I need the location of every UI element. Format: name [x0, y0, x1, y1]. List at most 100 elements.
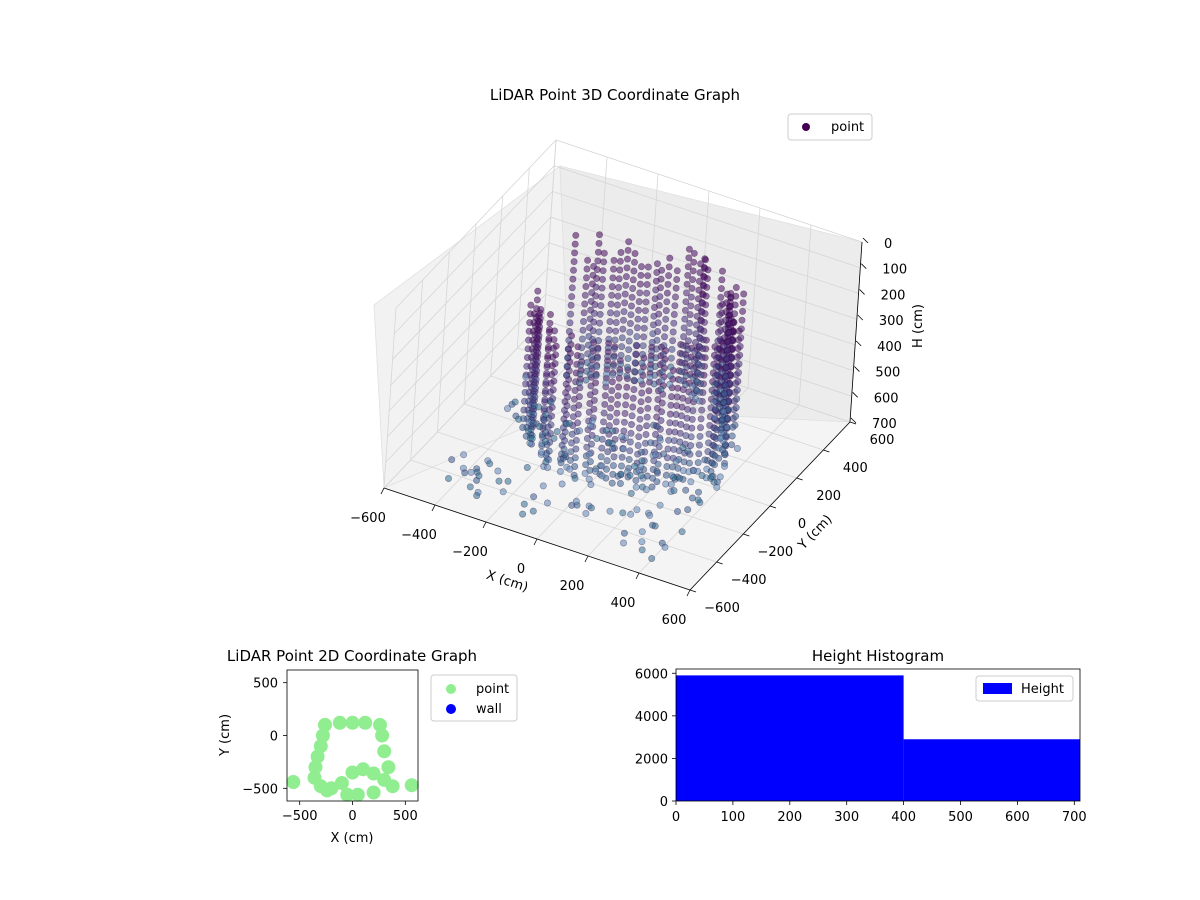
point-3d — [597, 302, 605, 310]
point-3d — [662, 315, 670, 323]
point-3d — [461, 469, 469, 477]
point-3d — [677, 368, 685, 376]
point-2d — [366, 785, 381, 800]
point-3d — [657, 416, 665, 424]
point-3d — [588, 431, 596, 439]
point-2d — [350, 787, 365, 802]
histogram-bars — [676, 675, 1080, 801]
point-3d — [630, 267, 638, 275]
point-3d — [714, 328, 722, 336]
point-3d — [522, 380, 530, 388]
y-tick-3d — [716, 561, 723, 565]
point-3d — [602, 465, 610, 473]
point-3d — [587, 440, 595, 448]
point-3d — [700, 282, 708, 290]
point-2d — [366, 766, 381, 781]
point-3d — [689, 407, 697, 415]
point-3d — [698, 308, 706, 316]
point-3d — [674, 464, 682, 472]
point-3d — [600, 258, 608, 266]
x-tick-label-histogram: 0 — [672, 810, 680, 825]
point-3d — [671, 293, 679, 301]
point-3d — [616, 479, 624, 487]
point-3d — [715, 454, 723, 462]
point-3d — [525, 336, 533, 344]
point-3d — [611, 336, 619, 344]
point-2d — [286, 775, 301, 789]
point-3d — [716, 404, 724, 412]
point-3d — [635, 306, 643, 314]
point-3d — [646, 365, 654, 373]
point-3d — [713, 346, 721, 354]
point-3d — [630, 258, 638, 266]
point-3d — [638, 528, 646, 536]
x-tick-3d — [635, 572, 640, 580]
point-3d — [737, 334, 745, 342]
point-3d — [670, 319, 678, 327]
point-3d — [666, 254, 674, 262]
point-3d — [641, 315, 649, 323]
point-3d — [604, 352, 612, 360]
point-3d — [696, 269, 704, 277]
point-3d — [717, 386, 725, 394]
point-3d — [587, 353, 595, 361]
y-tick-label-3d: 600 — [870, 433, 895, 448]
point-3d — [720, 342, 728, 350]
point-3d — [629, 394, 637, 402]
point-3d — [630, 386, 638, 394]
point-3d — [618, 334, 626, 342]
point-3d — [582, 282, 590, 290]
point-3d — [593, 434, 601, 442]
point-3d — [533, 296, 541, 304]
point-3d — [653, 260, 661, 268]
point-3d — [682, 289, 690, 297]
point-3d — [604, 344, 612, 352]
point-3d — [627, 420, 635, 428]
point-3d — [541, 437, 549, 445]
point-3d — [523, 353, 531, 361]
point-3d — [690, 258, 698, 266]
point-3d — [622, 401, 630, 409]
z-tick-3d — [861, 263, 867, 269]
point-3d — [619, 316, 627, 324]
point-3d — [586, 391, 594, 399]
point-3d — [731, 421, 739, 429]
point-3d — [716, 311, 724, 319]
point-3d — [535, 403, 543, 411]
point-3d — [633, 324, 641, 332]
x-tick-label-3d: −600 — [350, 511, 386, 526]
point-3d — [564, 354, 572, 362]
point-3d — [577, 361, 585, 369]
point-2d — [375, 728, 390, 743]
point-3d — [699, 299, 707, 307]
x-tick-label-histogram: 300 — [834, 810, 859, 825]
point-3d — [681, 315, 689, 323]
z-tick-3d — [855, 340, 862, 347]
point-3d — [688, 494, 696, 502]
point-3d — [569, 266, 577, 274]
y-tick-3d — [743, 533, 750, 537]
point-3d — [544, 464, 552, 472]
point-3d — [660, 342, 668, 350]
point-3d — [678, 403, 686, 411]
point-2d — [345, 715, 360, 730]
x-tick-3d — [380, 487, 385, 495]
point-3d — [648, 483, 656, 491]
point-3d — [716, 473, 724, 481]
point-3d — [733, 386, 741, 394]
y-tick-label-histogram: 0 — [660, 795, 668, 810]
point-3d — [690, 356, 698, 364]
point-3d — [541, 387, 549, 395]
point-3d — [568, 501, 576, 509]
legend-2d-marker-wall — [446, 704, 456, 714]
point-3d — [732, 283, 740, 291]
point-3d — [639, 342, 647, 350]
legend-3d: point — [787, 113, 873, 141]
point-3d — [659, 350, 667, 358]
point-3d — [617, 351, 625, 359]
point-2d — [358, 715, 373, 730]
point-3d — [575, 379, 583, 387]
point-3d — [589, 327, 597, 335]
point-3d — [605, 422, 613, 430]
point-3d — [607, 300, 615, 308]
